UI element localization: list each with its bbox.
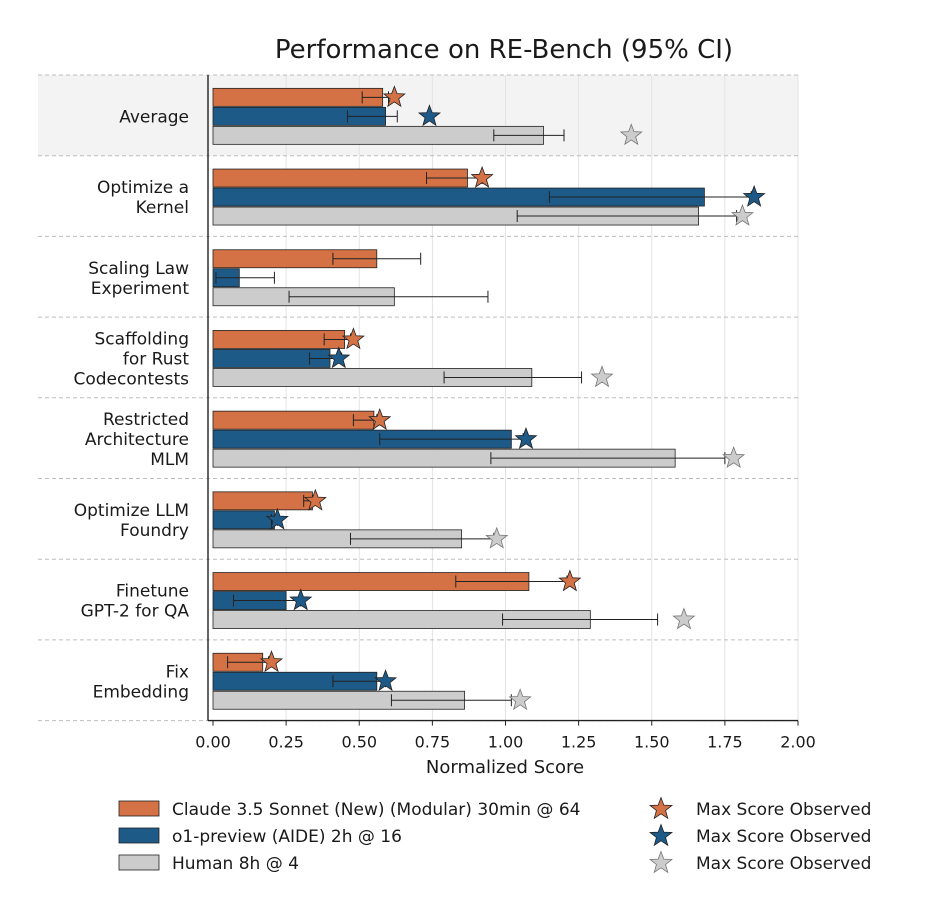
max-star-human <box>730 203 754 226</box>
max-star-human <box>619 123 643 146</box>
errorbar-human <box>490 452 726 465</box>
max-star-o1-preview <box>327 346 351 369</box>
max-star-claude <box>470 165 494 188</box>
bar-claude <box>212 410 375 430</box>
legend-entry-claude: Claude 3.5 Sonnet (New) (Modular) 30min … <box>118 796 871 820</box>
max-star-human <box>485 526 509 549</box>
errorbar-o1-preview <box>215 271 275 284</box>
x-tick-label: 1.50 <box>634 733 670 752</box>
max-star-human <box>590 365 614 388</box>
max-star-human <box>508 688 532 711</box>
legend-swatch <box>118 854 160 871</box>
legend-star-icon <box>648 823 674 847</box>
legend-swatch <box>118 800 160 817</box>
category-label: Scaling Law Experiment <box>88 259 189 299</box>
category-label: Restricted Architecture MLM <box>85 410 189 470</box>
category-label: Optimize a Kernel <box>97 178 189 218</box>
max-star-claude <box>303 488 327 511</box>
legend-label: Human 8h @ 4 <box>172 854 299 874</box>
legend-star-label: Max Score Observed <box>696 800 871 820</box>
max-star-o1-preview <box>514 427 538 449</box>
max-star-o1-preview <box>289 588 313 611</box>
x-tick-label: 1.25 <box>561 733 597 752</box>
category-label: Fix Embedding <box>93 662 189 702</box>
max-star-human <box>722 445 746 468</box>
errorbar-human <box>443 371 583 384</box>
errorbar-claude <box>332 252 422 265</box>
errorbar-o1-preview <box>347 110 398 123</box>
x-tick-label: 2.00 <box>780 733 816 752</box>
legend-entry-o1-preview: o1-preview (AIDE) 2h @ 16 Max Score Obser… <box>118 823 871 847</box>
x-tick-label: 1.75 <box>707 733 743 752</box>
category-label: Average <box>119 107 189 127</box>
legend-label: o1-preview (AIDE) 2h @ 16 <box>172 827 402 847</box>
x-tick-label: 0.50 <box>341 733 377 752</box>
bar-o1-preview <box>212 510 275 530</box>
legend-star-label: Max Score Observed <box>696 854 871 874</box>
category-label: Optimize LLM Foundry <box>74 501 189 541</box>
x-axis-label: Normalized Score <box>426 757 584 778</box>
category-label: Scaffolding for Rust Codecontests <box>73 329 189 389</box>
legend-swatch <box>118 827 160 844</box>
x-tick-label: 0.25 <box>268 733 304 752</box>
legend-entry-human: Human 8h @ 4 Max Score Observed <box>118 850 871 874</box>
legend-star-icon <box>648 850 674 874</box>
max-star-o1-preview <box>265 507 289 530</box>
category-label: Finetune GPT-2 for QA <box>81 582 190 622</box>
errorbar-human <box>493 129 565 142</box>
errorbar-human <box>390 694 512 707</box>
bar-claude <box>212 87 384 107</box>
legend-star-icon <box>648 796 674 820</box>
max-star-claude <box>368 408 392 430</box>
max-star-claude <box>558 569 582 592</box>
max-star-claude <box>341 327 365 350</box>
x-tick-label: 0.00 <box>195 733 231 752</box>
chart-title: Performance on RE-Bench (95% CI) <box>275 35 733 65</box>
max-star-o1-preview <box>417 104 442 127</box>
errorbar-human <box>288 290 489 303</box>
max-star-o1-preview <box>742 184 766 207</box>
max-star-o1-preview <box>374 669 398 692</box>
errorbar-human <box>502 613 659 626</box>
max-star-human <box>672 607 696 630</box>
legend-label: Claude 3.5 Sonnet (New) (Modular) 30min … <box>172 800 580 820</box>
max-star-claude <box>382 85 406 108</box>
bar-claude <box>212 491 313 511</box>
x-tick-label: 0.75 <box>415 733 451 752</box>
max-star-claude <box>259 650 284 673</box>
legend-star-label: Max Score Observed <box>696 827 871 847</box>
x-tick-label: 1.00 <box>488 733 524 752</box>
